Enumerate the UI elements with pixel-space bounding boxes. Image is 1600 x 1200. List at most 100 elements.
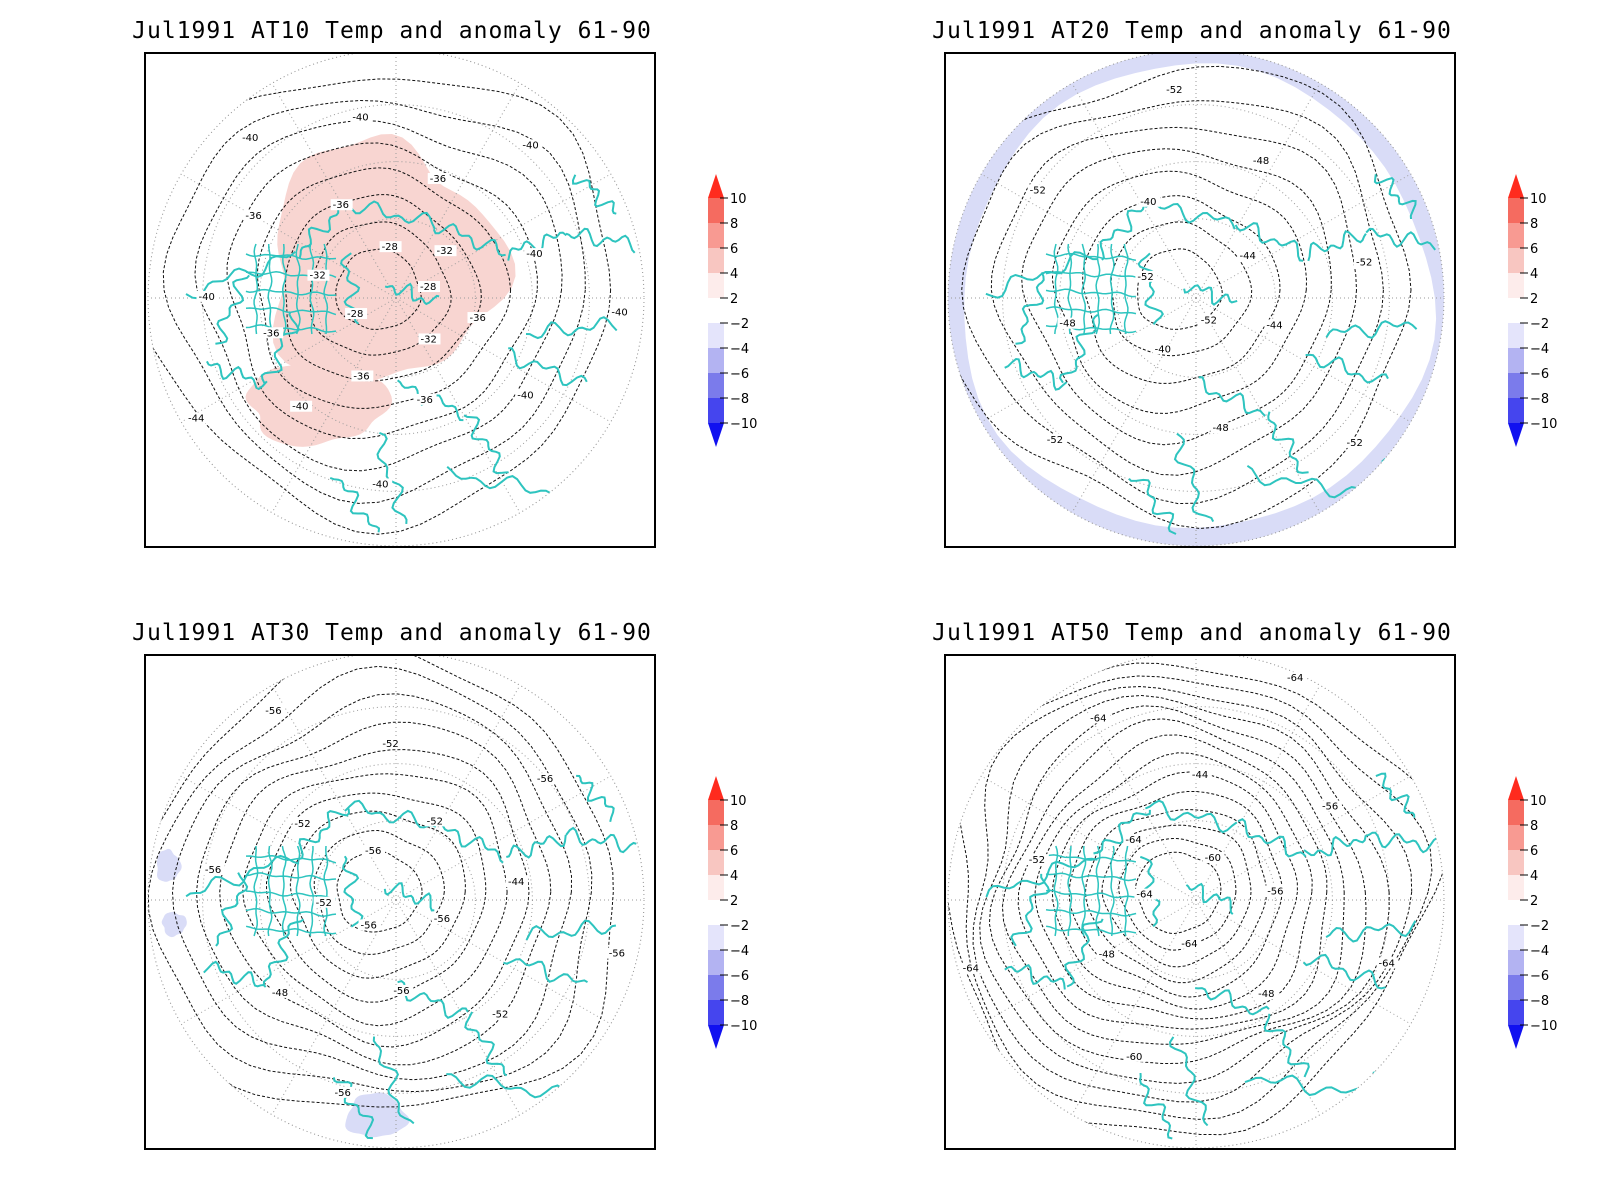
contour-label: -44 [508,877,524,888]
contour-label: -52 [294,819,310,830]
border-line [246,890,336,900]
contour-label-bg [363,844,386,856]
coastline [1099,202,1147,261]
colorbar-swatch [1508,273,1524,298]
contour-label: -64 [1379,959,1395,970]
contour-label-bg [269,986,292,998]
contour-label-bg [1265,885,1288,897]
contour-label-bg [609,306,632,318]
contour-label-bg [467,312,490,324]
contour-label: -60 [1126,1052,1142,1063]
colorbar-swatch [708,800,724,825]
contour-label: -28 [382,242,398,253]
coastline [1325,920,1417,943]
contour-label-bg [1285,672,1308,684]
graticule [948,656,1444,1148]
contour-label: -56 [265,706,281,717]
colorbar-tick-label: −10 [1530,1019,1557,1034]
contour-label-bg [307,269,330,281]
contour-label: -56 [609,949,625,960]
contour-label-bg [1353,256,1376,268]
colorbar-arrow-top [708,174,724,198]
coastline [1185,882,1234,915]
coastline [215,274,250,345]
contour-label-bg [1264,319,1287,331]
coastline [508,347,588,387]
border-line [245,288,337,297]
colorbar-tick-label: 6 [1530,242,1538,257]
coastline [437,821,504,864]
border-line [1045,271,1137,278]
contour-label: -44 [188,414,204,425]
colorbar-tick-label: 2 [730,894,738,909]
contour-label-bg [202,864,225,876]
contour-line [1118,837,1237,951]
contour-label-bg [490,1008,513,1020]
colorbar-tick-label: −2 [730,317,749,332]
coastline [1305,353,1389,384]
contour-label: -32 [420,334,436,345]
colorbar-tick-label: −2 [730,919,749,934]
contour-line [1135,851,1222,935]
coastline [383,882,435,912]
border-line [1081,243,1087,335]
contour-label: -40 [372,479,388,490]
border-line [1109,845,1115,937]
contour-label: -40 [526,249,542,260]
anomaly-region-warm [272,134,516,382]
colorbar-tick-label: 6 [730,242,738,257]
colorbar-swatch [708,1000,724,1025]
contour-label-bg [424,815,447,827]
contour-label-bg [418,333,441,345]
contour-label-bg [1152,343,1175,355]
coastline [1237,818,1307,858]
border-line [1045,925,1137,935]
contour-label: -40 [1140,197,1156,208]
colorbar-tick-label: −10 [1530,417,1557,432]
contour-line [948,65,1412,530]
contour-line [289,810,466,979]
contour-label-bg [515,389,538,401]
contour-group [948,662,1444,1136]
colorbar-swatch [1508,975,1524,1000]
coastline [372,1036,415,1125]
border-line [309,845,315,936]
anomaly-region-cool [345,1092,410,1138]
contour-label-bg [345,308,368,320]
contour-label-bg [186,412,209,424]
contour-label: -48 [1212,423,1228,434]
contour-label: -52 [1201,316,1217,327]
contour-label-bg [1135,270,1158,282]
contour-label: -56 [537,774,553,785]
coastline [1263,1013,1310,1078]
colorbar-tick-label: 6 [730,844,738,859]
colorbar-tick-label: −10 [730,417,757,432]
contour-label: -64 [1181,939,1197,950]
polar-map: -28 -28 -28 -32 -32 -32 -36 -36 -36 -36 -36 -36 -36 -… [147,54,645,546]
colorbar-swatch [708,825,724,850]
contour-label: -32 [437,246,453,257]
contour-label-bg [1134,888,1157,900]
contour-line [961,100,1384,505]
coastline [432,222,506,257]
colorbar-tick-label: 6 [1530,844,1538,859]
contour-label-bg [332,1086,355,1098]
coastline [1168,1036,1209,1127]
border-line [1123,243,1129,335]
anomaly-region-cool [156,848,182,882]
contour-label-bg [606,947,629,959]
contour-label: -48 [1253,156,1269,167]
hemisphere-outline [947,54,1445,546]
border-line [253,845,259,937]
contour-line [148,78,612,535]
contour-label-bg [380,738,403,750]
contour-line [1110,221,1253,357]
colorbar-at10: 10 8 6 4 2 −2 −4 −6 −8 −10 [700,172,780,462]
coastline [1004,357,1068,391]
contour-label-bg [196,290,219,302]
colorbar-swatch [1508,348,1524,373]
contour-label: -52 [1029,855,1045,866]
coastline [525,316,618,340]
coastline [506,834,567,859]
coastline [376,431,408,524]
